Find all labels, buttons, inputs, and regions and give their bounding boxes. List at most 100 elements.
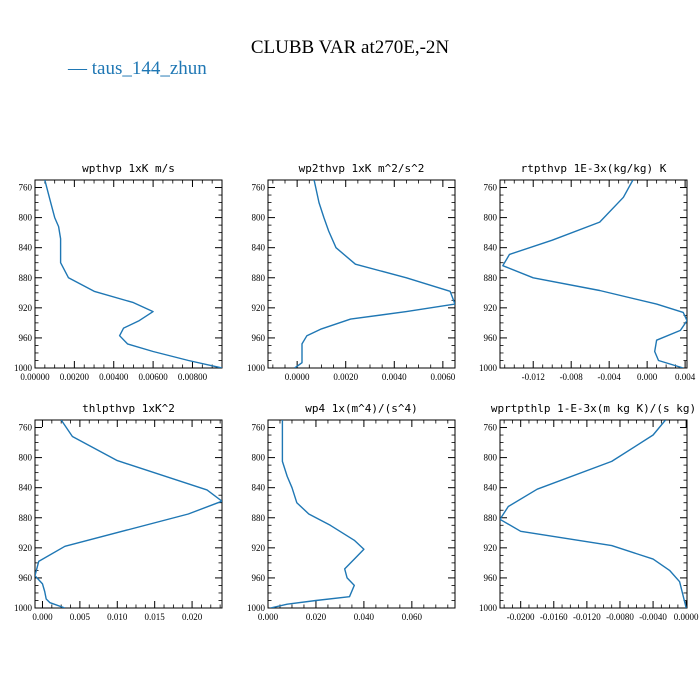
panel-6: wprtpthlp 1-E-3x(m kg K)/(s kg) 760 800 840… xyxy=(479,402,699,622)
plot-frame xyxy=(267,179,456,369)
y-tick-label: 960 xyxy=(19,333,33,343)
y-tick-label: 880 xyxy=(484,513,498,523)
panel-title: rtpthvp 1E-3x(kg/kg) K xyxy=(521,162,667,175)
y-tick-label: 880 xyxy=(484,273,498,283)
y-tick-label: 800 xyxy=(484,213,498,223)
panel-title: wprtpthlp 1-E-3x(m kg K)/(s kg) xyxy=(491,402,696,415)
series-line xyxy=(500,420,687,608)
y-tick-label: 800 xyxy=(19,453,33,463)
y-tick-label: 840 xyxy=(19,243,33,253)
y-tick-label: 840 xyxy=(252,483,266,493)
panel-5: wp4 1x(m^4)/(s^4)76080084088092096010000… xyxy=(247,402,456,622)
y-tick-label: 1000 xyxy=(247,363,266,373)
x-tick-label: 0.0040 xyxy=(382,372,407,382)
x-tick-label: 0.0020 xyxy=(333,372,358,382)
y-tick-label: 840 xyxy=(19,483,33,493)
x-tick-label: 0.010 xyxy=(107,612,128,622)
x-tick-label: -0.008 xyxy=(560,372,584,382)
series-line xyxy=(294,180,455,368)
panel-title: thlpthvp 1xK^2 xyxy=(82,402,175,415)
x-tick-label: 0.00800 xyxy=(178,372,208,382)
legend: — taus_144_zhun xyxy=(68,58,207,80)
plot-frame xyxy=(34,419,223,609)
x-tick-label: 0.005 xyxy=(70,612,91,622)
y-tick-label: 760 xyxy=(484,423,498,433)
x-tick-label: 0.00600 xyxy=(138,372,168,382)
legend-label: taus_144_zhun xyxy=(91,58,207,79)
series-line xyxy=(270,420,365,608)
y-tick-label: 760 xyxy=(252,183,266,193)
x-tick-label: 0.00200 xyxy=(60,372,90,382)
panel-title: wp4 1x(m^4)/(s^4) xyxy=(305,402,418,415)
x-tick-label: -0.0080 xyxy=(606,612,634,622)
y-tick-label: 840 xyxy=(484,243,498,253)
y-tick-label: 760 xyxy=(19,183,33,193)
plot-frame xyxy=(499,179,688,369)
x-tick-label: -0.0040 xyxy=(639,612,667,622)
y-tick-label: 880 xyxy=(19,513,33,523)
x-tick-label: 0.00400 xyxy=(99,372,129,382)
y-tick-label: 760 xyxy=(484,183,498,193)
y-tick-label: 920 xyxy=(484,543,498,553)
x-tick-label: 0.020 xyxy=(306,612,327,622)
y-tick-label: 800 xyxy=(484,453,498,463)
y-tick-label: 960 xyxy=(252,573,266,583)
y-tick-label: 760 xyxy=(252,423,266,433)
panel-1: wpthvp 1xK m/s76080084088092096010000.00… xyxy=(14,162,223,382)
y-tick-label: 1000 xyxy=(14,363,33,373)
series-line xyxy=(502,180,687,368)
x-tick-label: 0.040 xyxy=(354,612,375,622)
y-tick-label: 960 xyxy=(252,333,266,343)
x-tick-label: 0.000 xyxy=(32,612,53,622)
legend-line-marker: — xyxy=(68,58,87,79)
x-tick-label: -0.012 xyxy=(522,372,545,382)
y-tick-label: 960 xyxy=(19,573,33,583)
y-tick-label: 920 xyxy=(19,303,33,313)
y-tick-label: 920 xyxy=(252,303,266,313)
y-tick-label: 920 xyxy=(252,543,266,553)
y-tick-label: 840 xyxy=(252,243,266,253)
plot-frame xyxy=(499,419,688,609)
x-tick-label: 0.000 xyxy=(637,372,658,382)
y-tick-label: 1000 xyxy=(479,363,498,373)
y-tick-label: 920 xyxy=(19,543,33,553)
y-tick-label: 1000 xyxy=(247,603,266,613)
x-tick-label: -0.004 xyxy=(598,372,622,382)
plot-frame xyxy=(267,419,456,609)
x-tick-label: 0.020 xyxy=(182,612,203,622)
plot-frame xyxy=(34,179,223,369)
y-tick-label: 880 xyxy=(252,513,266,523)
y-tick-label: 960 xyxy=(484,573,498,583)
x-tick-label: 0.00000 xyxy=(20,372,50,382)
panel-title: wpthvp 1xK m/s xyxy=(82,162,175,175)
x-tick-label: -0.0120 xyxy=(573,612,601,622)
panel-3: rtpthvp 1E-3x(kg/kg) K 760 800 840 880 920 960… xyxy=(479,162,696,382)
y-tick-label: 760 xyxy=(19,423,33,433)
x-tick-label: -0.0200 xyxy=(507,612,535,622)
y-tick-label: 880 xyxy=(252,273,266,283)
x-tick-label: 0.0060 xyxy=(430,372,455,382)
y-tick-label: 840 xyxy=(484,483,498,493)
y-tick-label: 800 xyxy=(19,213,33,223)
y-tick-label: 920 xyxy=(484,303,498,313)
x-tick-label: 0.0000 xyxy=(285,372,310,382)
series-line xyxy=(44,180,222,368)
x-tick-label: 0.060 xyxy=(402,612,423,622)
x-tick-label: -0.0160 xyxy=(540,612,568,622)
series-line xyxy=(35,420,222,608)
panel-4: thlpthvp 1xK^276080084088092096010000.00… xyxy=(14,402,223,622)
y-tick-label: 800 xyxy=(252,453,266,463)
x-tick-label: 0.000 xyxy=(258,612,279,622)
y-tick-label: 1000 xyxy=(479,603,498,613)
y-tick-label: 1000 xyxy=(14,603,33,613)
panel-2: wp2thvp 1xK m^2/s^2 760 800 840 880 920 960 100… xyxy=(247,162,456,382)
y-tick-label: 800 xyxy=(252,213,266,223)
x-tick-label: 0.0000 xyxy=(674,612,699,622)
x-tick-label: 0.004 xyxy=(675,372,696,382)
panel-title: wp2thvp 1xK m^2/s^2 xyxy=(299,162,425,175)
x-tick-label: 0.015 xyxy=(145,612,166,622)
y-tick-label: 960 xyxy=(484,333,498,343)
y-tick-label: 880 xyxy=(19,273,33,283)
figure-title: CLUBB VAR at270E,-2N xyxy=(250,37,450,58)
